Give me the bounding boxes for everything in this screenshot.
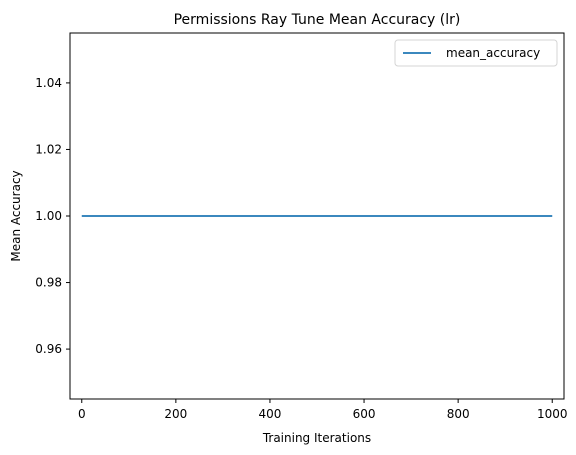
x-axis-title: Training Iterations xyxy=(262,431,371,445)
x-tick-label: 0 xyxy=(78,407,86,421)
y-tick-label: 0.96 xyxy=(35,342,62,356)
chart-title: Permissions Ray Tune Mean Accuracy (lr) xyxy=(174,12,461,28)
x-tick-label: 400 xyxy=(258,407,281,421)
legend-label-mean-accuracy: mean_accuracy xyxy=(446,46,540,60)
x-tick-label: 800 xyxy=(447,407,470,421)
x-tick-label: 1000 xyxy=(537,407,568,421)
y-tick-label: 1.00 xyxy=(35,209,62,223)
legend: mean_accuracy xyxy=(394,39,558,67)
x-tick-label: 200 xyxy=(164,407,187,421)
y-tick-label: 0.98 xyxy=(35,276,62,290)
legend-box xyxy=(394,39,558,67)
y-tick-label: 1.04 xyxy=(35,76,62,90)
plot-frame xyxy=(69,32,565,400)
x-axis-ticks: 0 200 400 600 800 1000 xyxy=(78,399,568,421)
x-tick-label: 600 xyxy=(353,407,376,421)
y-tick-label: 1.02 xyxy=(35,142,62,156)
y-axis-title: Mean Accuracy xyxy=(9,170,23,261)
y-axis-ticks: 0.96 0.98 1.00 1.02 1.04 xyxy=(35,76,70,356)
